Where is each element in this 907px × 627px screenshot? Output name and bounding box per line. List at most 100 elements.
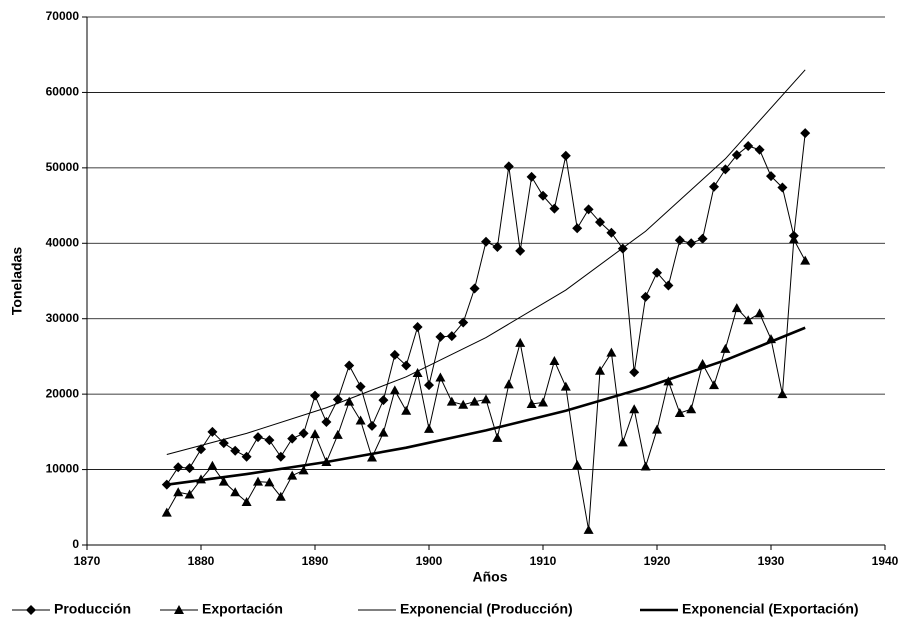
data-point: [412, 368, 423, 378]
data-point: [595, 365, 605, 375]
data-point: [777, 182, 788, 193]
data-point: [355, 415, 366, 425]
data-point: [241, 497, 252, 507]
legend-item: Exponencial (Producción): [358, 601, 573, 617]
data-point: [720, 164, 731, 175]
legend-label: Exponencial (Producción): [400, 601, 573, 617]
data-point: [652, 267, 662, 278]
data-point: [800, 128, 811, 139]
data-point: [743, 315, 754, 325]
y-tick-label: 30000: [46, 311, 80, 325]
data-point: [355, 381, 366, 392]
data-point: [310, 429, 320, 439]
data-point: [469, 396, 480, 406]
data-point: [709, 380, 719, 390]
data-point: [367, 420, 377, 431]
y-tick-label: 40000: [46, 235, 80, 249]
data-point: [435, 331, 446, 342]
x-tick-label: 1880: [188, 554, 215, 568]
series-line: [166, 133, 806, 485]
legend-item: Exportación: [160, 601, 283, 617]
data-point: [652, 424, 662, 434]
data-point: [606, 227, 617, 238]
data-point: [538, 190, 548, 201]
series-line: [166, 326, 806, 486]
data-point: [230, 445, 241, 456]
data-point: [253, 432, 263, 443]
data-point: [640, 291, 651, 302]
data-point: [435, 372, 446, 382]
data-point: [617, 437, 628, 447]
data-point: [538, 397, 548, 407]
x-tick-label: 1870: [74, 554, 101, 568]
data-point: [754, 144, 765, 155]
data-point: [275, 451, 286, 462]
data-point: [709, 181, 719, 192]
data-point: [264, 435, 275, 446]
data-point: [389, 385, 400, 395]
data-point: [264, 477, 275, 487]
data-point: [560, 150, 571, 161]
data-point: [492, 242, 503, 253]
legend-marker: [174, 605, 184, 614]
data-point: [321, 417, 332, 428]
legend-marker: [26, 605, 36, 615]
data-point: [173, 462, 184, 473]
data-point: [549, 355, 560, 365]
data-point: [720, 343, 731, 353]
data-point: [663, 280, 674, 291]
data-point: [800, 255, 811, 265]
data-point: [777, 389, 788, 399]
data-point: [674, 408, 685, 417]
y-axis-label: Toneladas: [9, 247, 25, 315]
data-point: [196, 444, 206, 455]
data-point: [378, 395, 389, 406]
data-point: [697, 358, 708, 368]
data-point: [481, 394, 491, 404]
data-point: [310, 390, 320, 401]
data-point: [298, 465, 309, 475]
data-point: [378, 427, 389, 437]
data-point: [173, 487, 184, 497]
data-point: [503, 161, 514, 172]
data-point: [481, 236, 491, 247]
data-point: [424, 380, 434, 391]
data-point: [287, 470, 298, 480]
data-point: [218, 438, 229, 449]
data-point: [595, 217, 605, 228]
data-point: [515, 337, 526, 347]
data-point: [526, 171, 537, 182]
y-tick-label: 50000: [46, 160, 80, 174]
data-point: [492, 432, 503, 442]
series-line: [166, 237, 806, 531]
x-tick-label: 1940: [872, 554, 899, 568]
data-point: [697, 233, 708, 244]
legend-label: Exponencial (Exportación): [682, 601, 859, 617]
data-point: [629, 367, 640, 378]
data-point: [344, 360, 355, 371]
data-point: [606, 347, 617, 357]
data-point: [458, 317, 469, 328]
x-tick-label: 1920: [644, 554, 671, 568]
x-tick-label: 1910: [530, 554, 557, 568]
x-tick-label: 1930: [758, 554, 785, 568]
data-point: [743, 140, 754, 151]
data-point: [526, 398, 537, 408]
legend-item: Producción: [12, 601, 131, 617]
data-point: [207, 460, 218, 470]
data-point: [446, 396, 457, 406]
legend-label: Producción: [54, 601, 131, 617]
data-point: [572, 460, 583, 470]
data-point: [412, 322, 423, 333]
data-point: [674, 235, 685, 246]
data-point: [207, 426, 218, 437]
data-point: [241, 451, 252, 462]
data-point: [367, 452, 377, 462]
data-point: [731, 150, 742, 161]
data-point: [458, 399, 469, 409]
x-tick-label: 1900: [416, 554, 443, 568]
x-axis-label: Años: [473, 569, 508, 585]
y-tick-label: 0: [72, 537, 79, 551]
y-tick-label: 70000: [46, 9, 80, 23]
